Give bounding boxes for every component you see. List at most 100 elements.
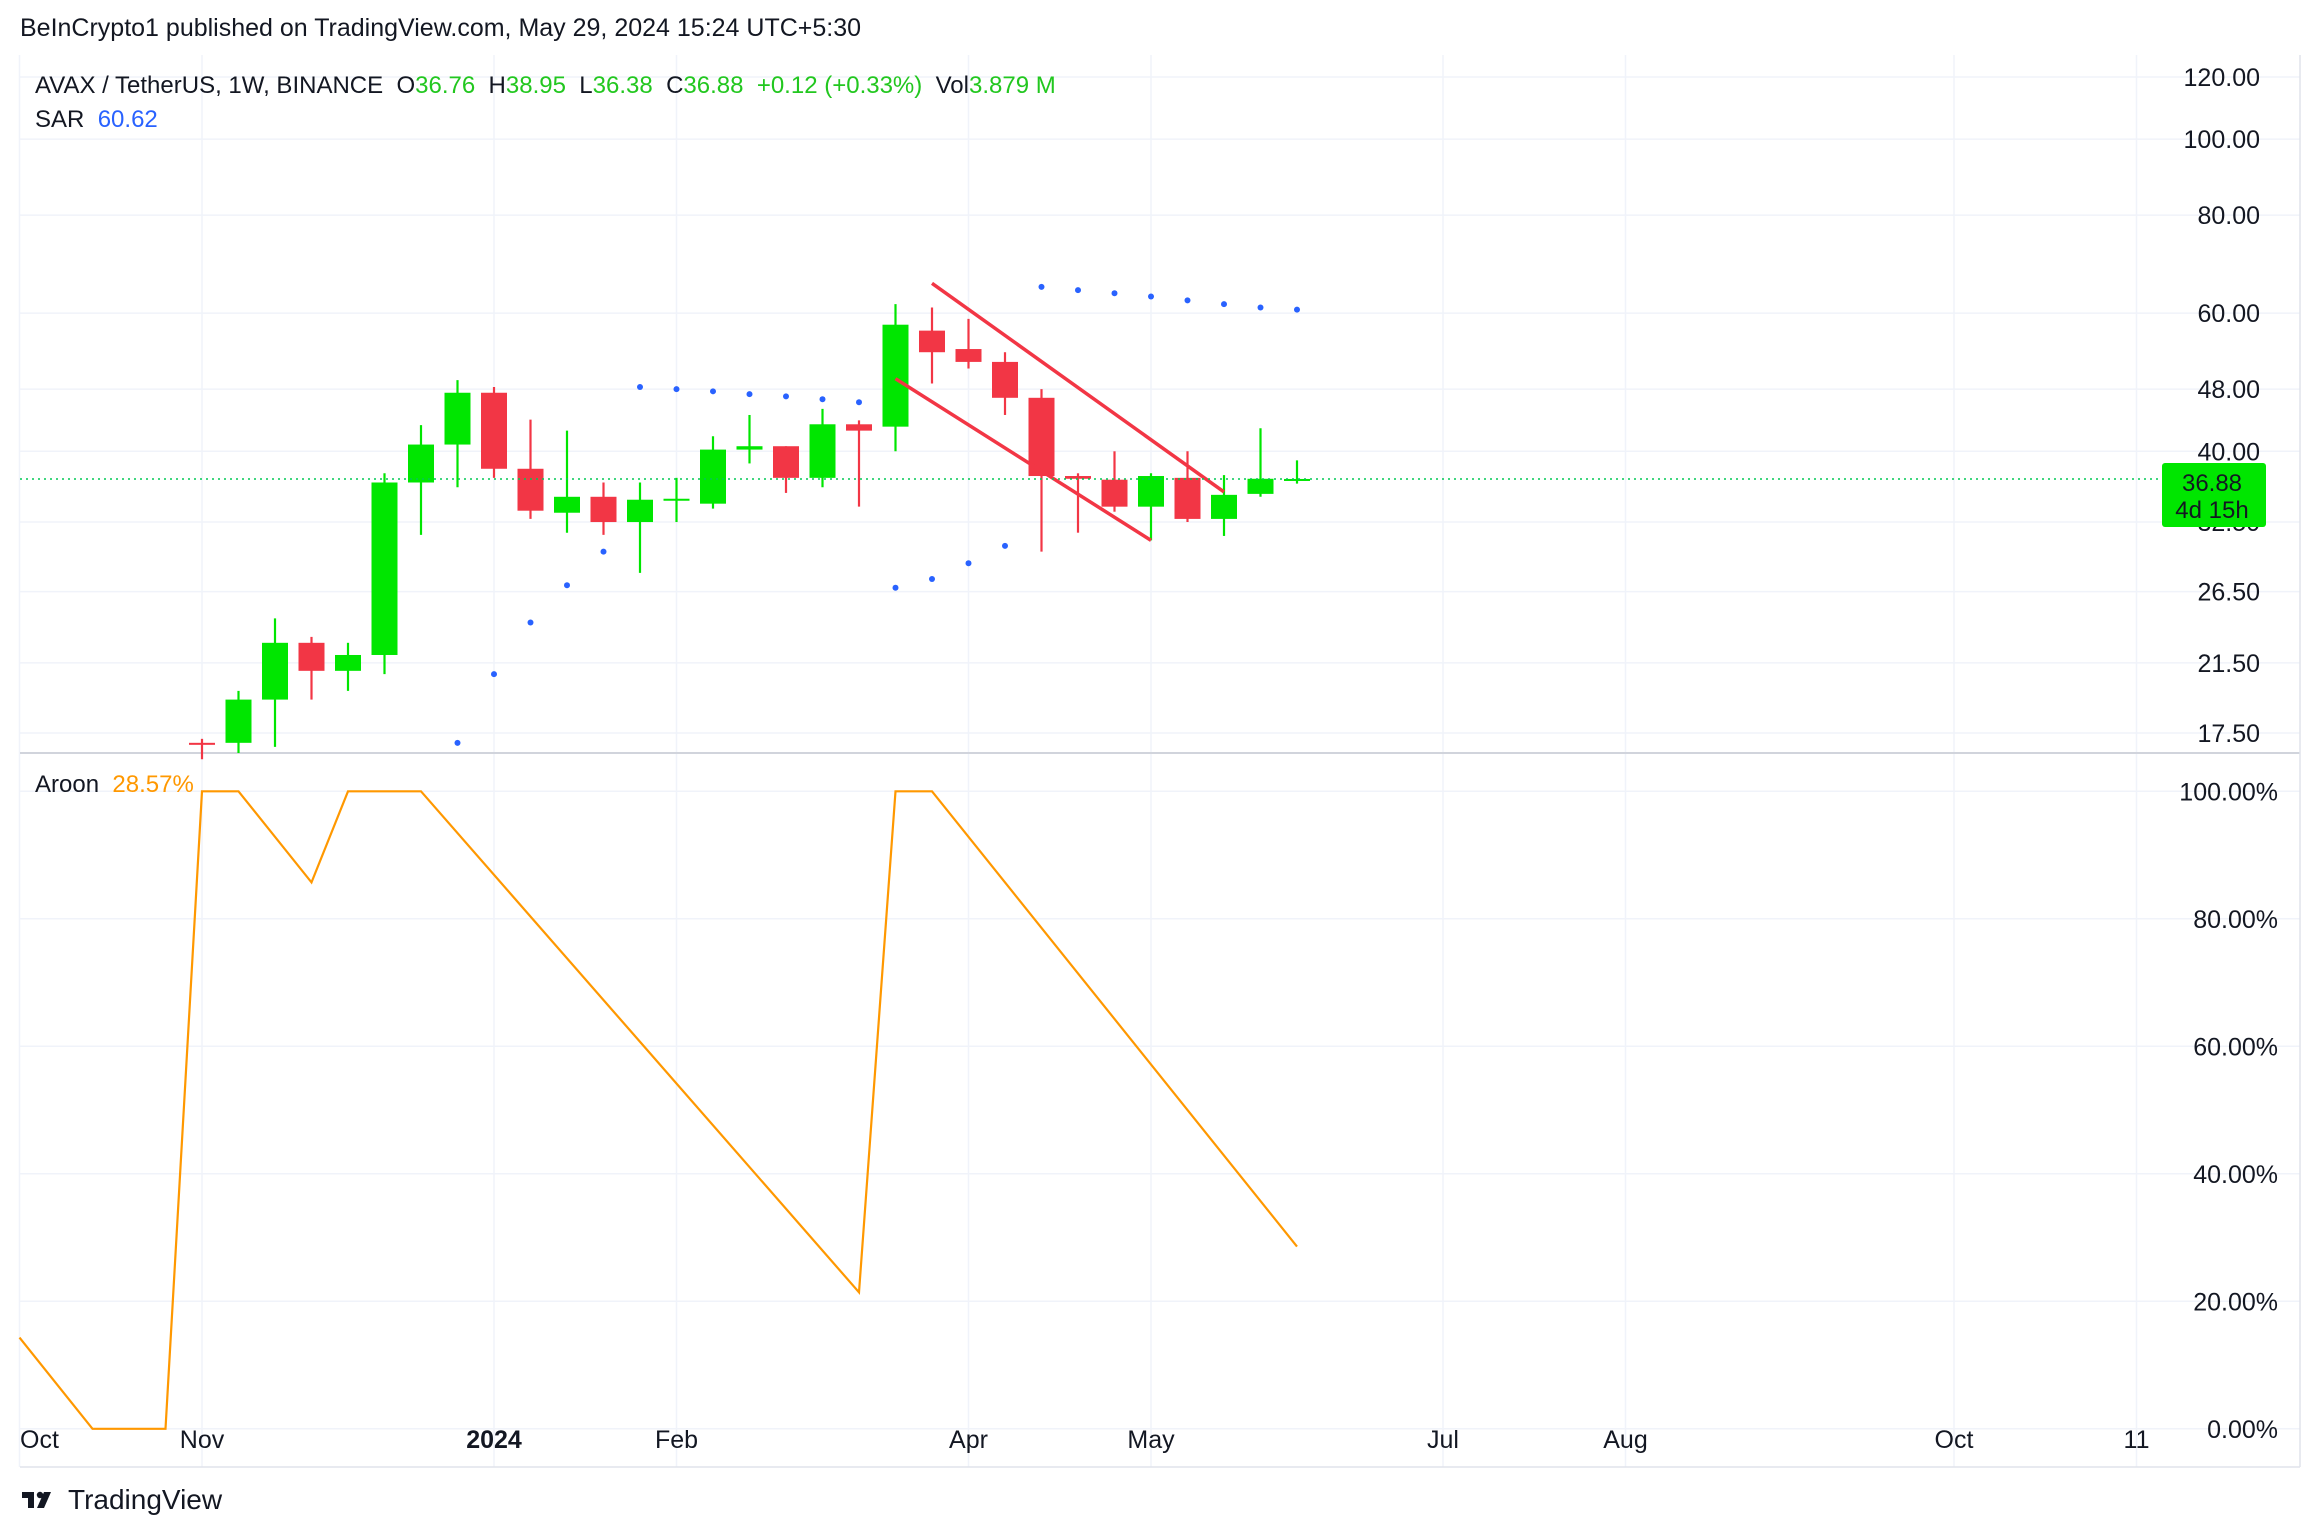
price-badge: 36.88 4d 15h (2162, 462, 2266, 527)
close-label: C (666, 72, 684, 99)
candle (1174, 451, 1201, 523)
price-tick-label: 80.00 (2197, 202, 2260, 230)
candle (700, 436, 726, 509)
time-tick-label: Nov (180, 1426, 225, 1454)
sar-dot (1184, 297, 1191, 304)
time-tick-label: Apr (949, 1426, 988, 1454)
sar-dot (819, 396, 826, 403)
candle (225, 690, 252, 753)
price-tick-label: 40.00 (2197, 438, 2260, 466)
candle (444, 380, 471, 488)
candle (1065, 473, 1091, 533)
candle-body (298, 642, 325, 671)
candle (298, 636, 325, 700)
candle-body (590, 496, 617, 523)
sar-label: SAR (35, 106, 85, 133)
price-tick-label: 60.00 (2197, 300, 2260, 328)
candle (809, 408, 836, 488)
candle (773, 446, 799, 493)
tradingview-footer[interactable]: TradingView (20, 1484, 222, 1516)
candle-body (955, 349, 982, 362)
aroon-up-line (18, 790, 1298, 1430)
price-axis: 120.00100.0080.0060.0048.0040.0032.5026.… (2179, 64, 2278, 1444)
candle (554, 430, 580, 533)
candle-body (225, 699, 252, 743)
high-value: 38.95 (505, 72, 566, 99)
price-badge-price: 36.88 (2182, 470, 2242, 497)
publisher-line: BeInCrypto1 published on TradingView.com… (20, 14, 862, 42)
aroon-tick-label: 100.00% (2179, 778, 2278, 806)
candle (1284, 460, 1310, 484)
time-tick-label: Oct (1935, 1426, 1974, 1454)
candle (846, 420, 872, 507)
sar-dot (783, 393, 789, 400)
time-tick-label: May (1127, 1426, 1175, 1454)
sar-dot (1294, 306, 1300, 313)
candle (1247, 428, 1274, 497)
price-tick-label: 100.00 (2184, 126, 2260, 154)
candle (919, 307, 945, 384)
candle (335, 642, 361, 691)
time-axis: Oct Nov 2024 Feb Apr May Jul Aug Oct 11 (20, 1426, 2149, 1454)
time-tick-label: Oct (20, 1426, 59, 1454)
aroon-tick-label: 60.00% (2193, 1033, 2278, 1061)
sar-dot (710, 388, 716, 395)
candle-body (773, 446, 799, 478)
candle (955, 318, 982, 369)
candle-body (262, 642, 288, 700)
candle (590, 482, 617, 535)
candle-body (1138, 476, 1164, 507)
candle-body (1247, 478, 1274, 494)
price-tick-label: 120.00 (2184, 64, 2260, 92)
sar-legend[interactable]: SAR 60.62 (35, 106, 158, 134)
change-value: +0.12 (+0.33%) (756, 72, 923, 99)
aroon-value: 28.57% (112, 771, 194, 798)
candle-body (627, 499, 653, 523)
time-tick-label: Feb (655, 1426, 698, 1454)
sar-dot (1148, 293, 1154, 300)
aroon-tick-label: 80.00% (2193, 906, 2278, 934)
main-legend[interactable]: AVAX / TetherUS, 1W, BINANCE O36.76 H38.… (35, 72, 1056, 100)
time-tick-label: Jul (1427, 1426, 1459, 1454)
sar-dot (637, 384, 643, 391)
open-value: 36.76 (415, 72, 476, 99)
candle-body (846, 424, 872, 431)
sar-dot (600, 548, 607, 555)
high-label: H (488, 72, 506, 99)
aroon-tick-label: 40.00% (2193, 1161, 2278, 1189)
price-tick-label: 17.50 (2197, 720, 2260, 748)
symbol-label: AVAX / TetherUS, 1W, BINANCE (35, 72, 384, 99)
sar-dot (856, 399, 862, 406)
sar-dot (564, 582, 570, 589)
volume-label: Vol (935, 72, 969, 99)
candles (189, 304, 1310, 760)
sar-value: 60.62 (97, 106, 158, 133)
candle-body (408, 444, 434, 483)
candle-body (736, 446, 763, 450)
low-value: 36.38 (592, 72, 653, 99)
candle (517, 419, 544, 519)
candle (663, 477, 690, 523)
candle-body (481, 392, 507, 469)
channel-upper-line (930, 281, 1226, 494)
open-label: O (396, 72, 416, 99)
candle-body (1065, 476, 1091, 479)
candle-body (1101, 479, 1128, 507)
candle (371, 473, 398, 675)
candle-body (189, 742, 215, 745)
candle-body (1211, 494, 1237, 519)
aroon-tick-label: 20.00% (2193, 1288, 2278, 1316)
aroon-line (18, 790, 1298, 1430)
candle-body (919, 330, 945, 353)
aroon-legend[interactable]: Aroon 28.57% (35, 771, 194, 799)
time-tick-label: Aug (1603, 1426, 1647, 1454)
candle-body (809, 424, 836, 478)
candle (1101, 451, 1128, 512)
candle (882, 304, 909, 452)
candle-body (517, 468, 544, 511)
candle-body (335, 654, 361, 671)
sar-dot (491, 671, 497, 678)
grid-lines (18, 55, 2300, 1467)
low-label: L (579, 72, 593, 99)
